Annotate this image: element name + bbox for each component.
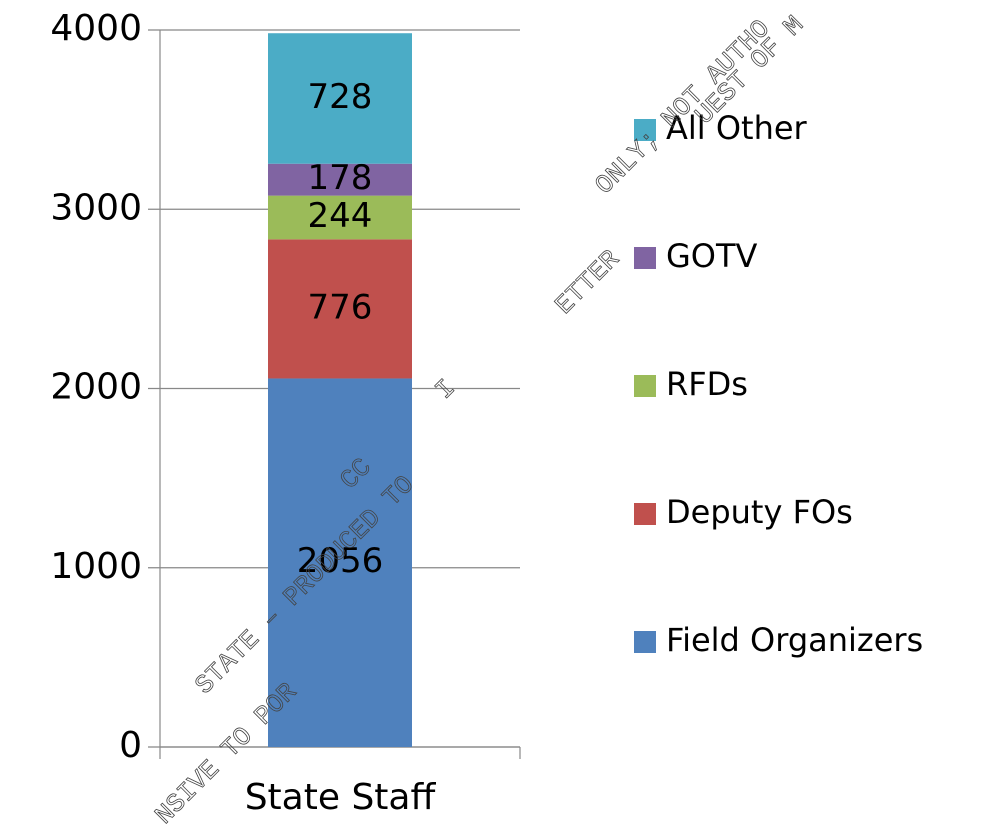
y-tick-label: 0 bbox=[119, 725, 142, 766]
legend-label: RFDs bbox=[666, 365, 748, 403]
watermark: ONLY; NOT AUTHO bbox=[589, 14, 776, 201]
data-label: 178 bbox=[308, 158, 373, 198]
legend-label: Deputy FOs bbox=[666, 493, 853, 531]
y-tick-label: 1000 bbox=[50, 546, 142, 587]
y-tick-label: 4000 bbox=[50, 8, 142, 49]
data-label: 2056 bbox=[297, 541, 384, 581]
data-label: 244 bbox=[308, 196, 373, 236]
bar-segment bbox=[268, 195, 412, 240]
legend-swatch bbox=[634, 503, 656, 525]
data-label: 776 bbox=[308, 287, 373, 327]
legend-swatch bbox=[634, 119, 656, 141]
x-tick-label: State Staff bbox=[245, 777, 437, 818]
legend-label: All Other bbox=[666, 109, 808, 147]
y-tick-label: 3000 bbox=[50, 187, 142, 228]
bar-segment bbox=[268, 378, 412, 747]
watermark: I bbox=[429, 373, 461, 405]
bar-segment bbox=[268, 239, 412, 379]
legend-label: Field Organizers bbox=[666, 621, 923, 659]
legend-swatch bbox=[634, 631, 656, 653]
bar-segment bbox=[268, 163, 412, 196]
bar-segment bbox=[268, 33, 412, 164]
watermark: ETTER bbox=[549, 244, 625, 320]
data-label: 728 bbox=[308, 77, 373, 117]
y-tick-label: 2000 bbox=[50, 367, 142, 408]
legend-label: GOTV bbox=[666, 237, 758, 275]
legend-swatch bbox=[634, 247, 656, 269]
legend-swatch bbox=[634, 375, 656, 397]
